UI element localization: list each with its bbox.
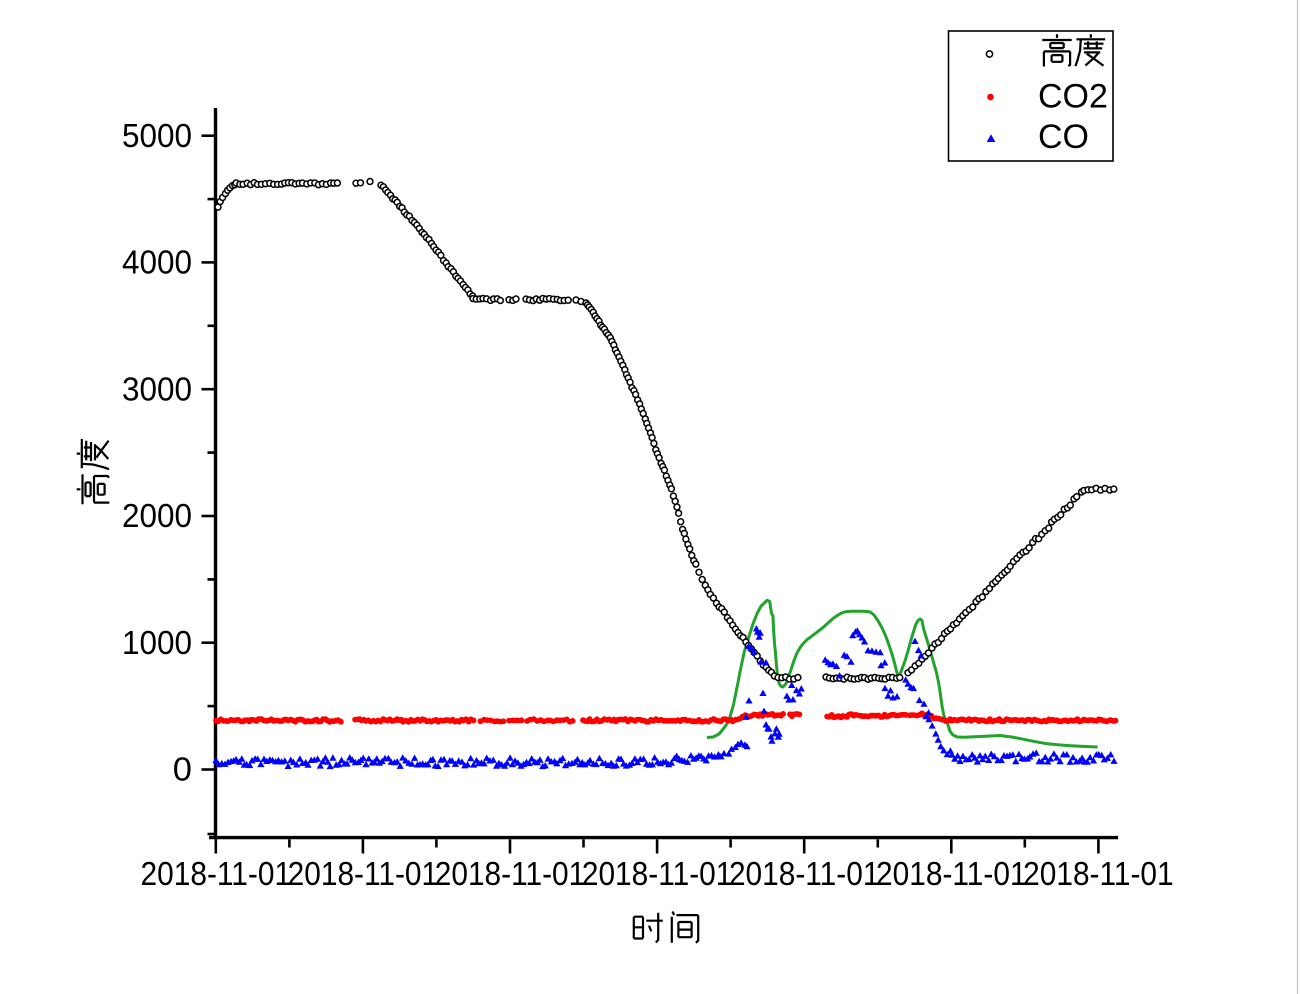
- svg-text:2018-11-01: 2018-11-01: [141, 856, 292, 893]
- svg-text:2018-11-01: 2018-11-01: [288, 856, 439, 893]
- svg-text:3000: 3000: [122, 371, 192, 408]
- svg-text:2018-11-01: 2018-11-01: [729, 856, 880, 893]
- svg-text:2000: 2000: [122, 498, 192, 535]
- svg-text:5000: 5000: [122, 118, 192, 155]
- svg-text:1000: 1000: [122, 625, 192, 662]
- svg-text:2018-11-01: 2018-11-01: [1023, 856, 1174, 893]
- svg-text:CO2: CO2: [1038, 78, 1108, 116]
- svg-text:2018-11-01: 2018-11-01: [582, 856, 733, 893]
- svg-text:0: 0: [173, 752, 192, 789]
- svg-text:4000: 4000: [122, 245, 192, 282]
- svg-text:2018-11-01: 2018-11-01: [435, 856, 586, 893]
- svg-text:CO: CO: [1038, 118, 1089, 156]
- svg-text:2018-11-01: 2018-11-01: [876, 856, 1027, 893]
